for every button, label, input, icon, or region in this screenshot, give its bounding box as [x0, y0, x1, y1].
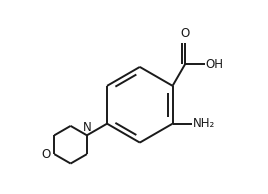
Text: NH₂: NH₂: [193, 117, 215, 130]
Text: O: O: [42, 148, 51, 161]
Text: OH: OH: [205, 57, 223, 70]
Text: O: O: [181, 27, 190, 40]
Text: N: N: [83, 121, 91, 134]
